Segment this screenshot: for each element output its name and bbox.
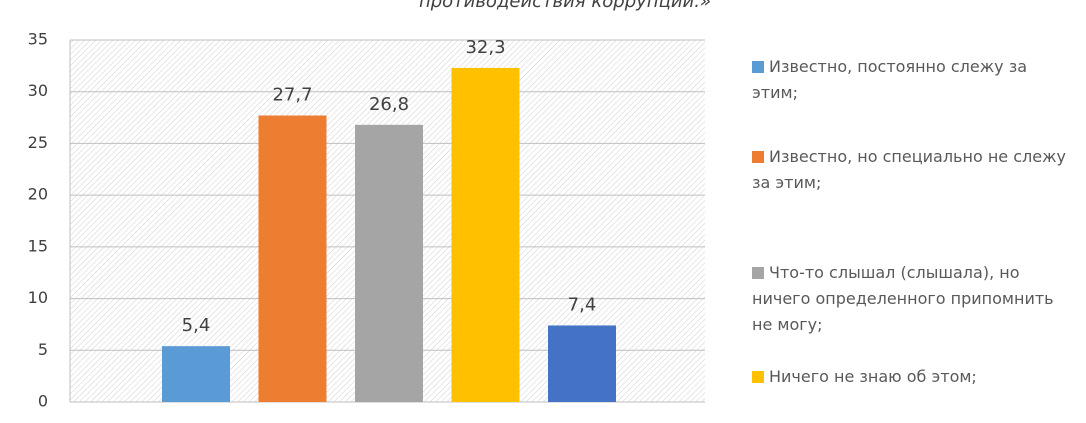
- legend-entry: Ничего не знаю об этом;: [752, 364, 1072, 390]
- y-tick-label: 10: [28, 288, 48, 307]
- data-label: 27,7: [272, 85, 312, 106]
- y-tick-label: 30: [28, 81, 48, 100]
- legend-swatch: [752, 61, 764, 73]
- bar: [355, 124, 423, 402]
- data-label: 32,3: [465, 37, 505, 58]
- legend-entry: Что-то слышал (слышала), но ничего опред…: [752, 260, 1072, 338]
- legend-swatch: [752, 151, 764, 163]
- legend-label: Известно, постоянно слежу за этим;: [752, 57, 1028, 102]
- y-tick-label: 15: [28, 236, 48, 255]
- data-label: 7,4: [568, 294, 597, 315]
- legend-label: Известно, но специально не слежу за этим…: [752, 147, 1066, 192]
- y-tick-label: 25: [28, 133, 48, 152]
- y-tick-label: 0: [38, 392, 48, 411]
- bar: [258, 115, 327, 402]
- legend-swatch: [752, 267, 764, 279]
- legend-label: Ничего не знаю об этом;: [769, 367, 977, 386]
- y-tick-label: 5: [38, 340, 48, 359]
- chart-title: противодействия коррупции.»: [419, 0, 711, 12]
- legend-swatch: [752, 371, 764, 383]
- bar: [162, 346, 230, 402]
- data-label: 26,8: [369, 94, 409, 115]
- data-label: 5,4: [182, 315, 211, 336]
- bar: [451, 67, 520, 402]
- bar: [548, 325, 616, 402]
- legend-entry: Известно, но специально не слежу за этим…: [752, 144, 1072, 196]
- legend-label: Что-то слышал (слышала), но ничего опред…: [752, 263, 1054, 334]
- y-tick-label: 35: [28, 30, 48, 49]
- legend-entry: Известно, постоянно слежу за этим;: [752, 54, 1072, 106]
- y-tick-label: 20: [28, 185, 48, 204]
